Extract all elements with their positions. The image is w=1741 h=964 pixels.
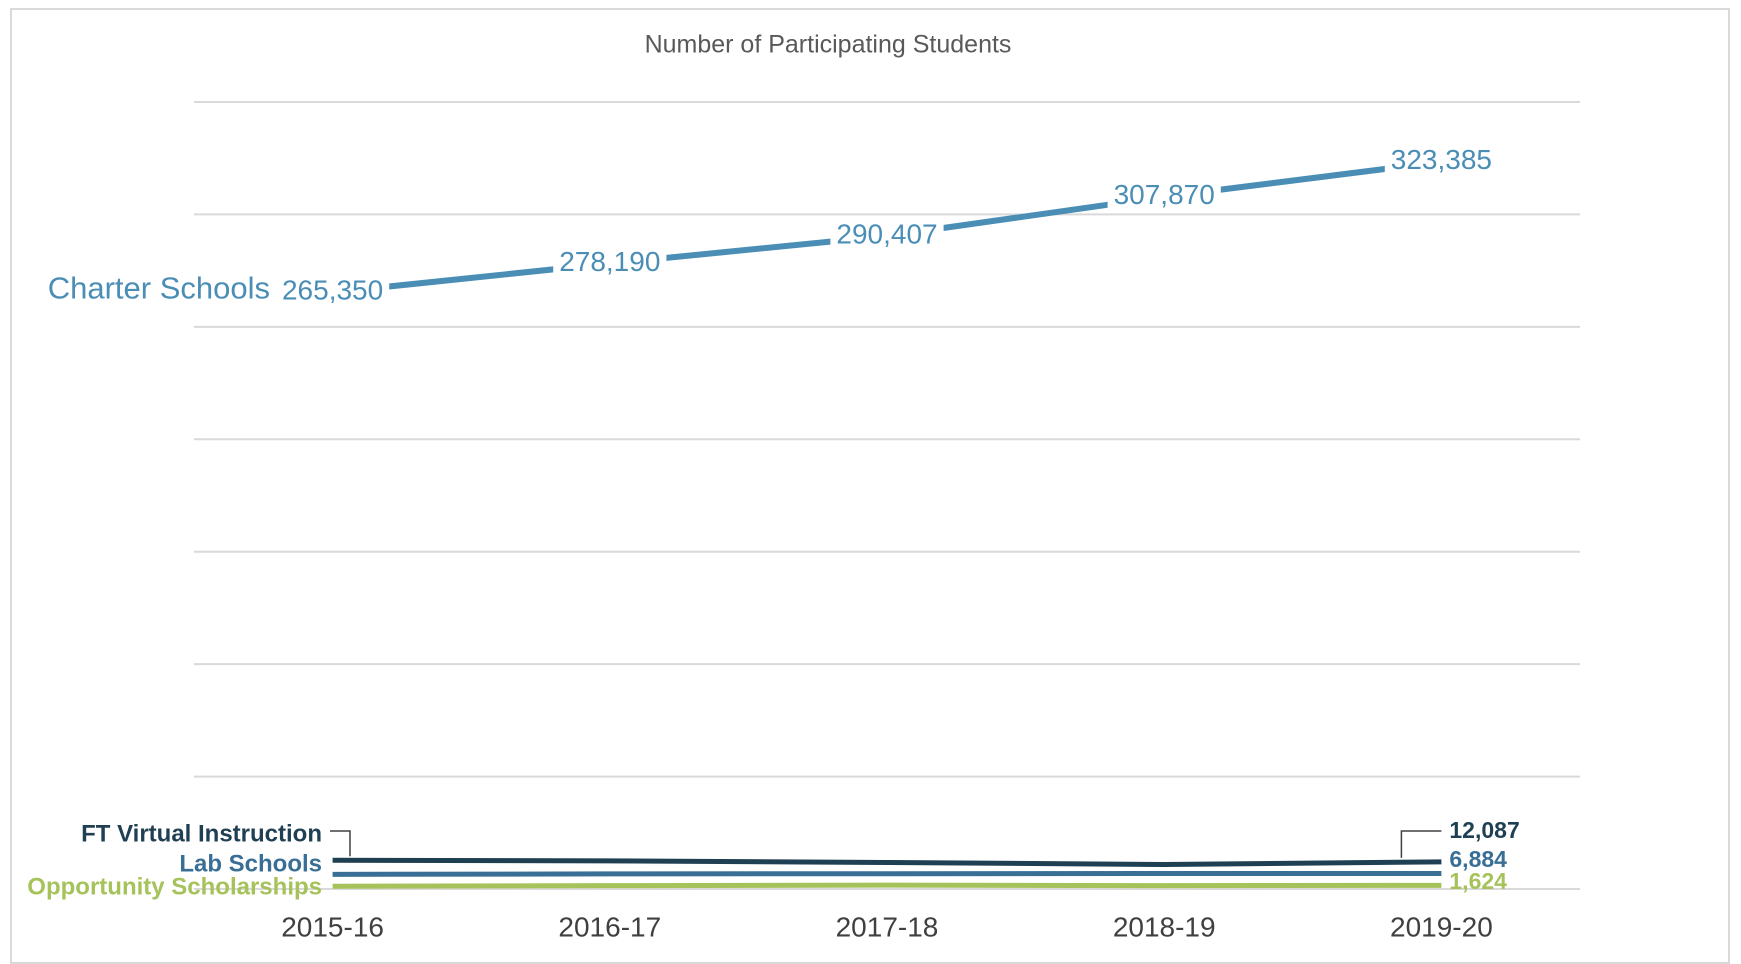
- data-label: 6,884: [1449, 846, 1507, 872]
- label-background: [275, 272, 390, 308]
- series-line: [332, 870, 1442, 877]
- x-tick-label: 2019-20: [1390, 911, 1493, 942]
- label-background: [1384, 142, 1499, 178]
- chart-title: Number of Participating Students: [645, 31, 1012, 59]
- data-label: 278,190: [559, 246, 660, 277]
- data-label: 323,385: [1391, 144, 1492, 175]
- data-label: 1,624: [1449, 868, 1507, 894]
- x-tick-label: 2018-19: [1113, 911, 1216, 942]
- series-name: Opportunity Scholarships: [27, 873, 322, 900]
- x-tick-label: 2016-17: [558, 911, 661, 942]
- leader-line: [1400, 830, 1442, 858]
- series-name: FT Virtual Instruction: [81, 820, 322, 847]
- label-background: [1107, 177, 1221, 213]
- series-line: [332, 857, 1442, 867]
- data-label: 265,350: [282, 275, 383, 306]
- label-background: [553, 243, 667, 279]
- x-tick-label: 2017-18: [836, 911, 939, 942]
- leader-line: [330, 830, 351, 857]
- data-label: 307,870: [1114, 179, 1215, 210]
- series-name: Lab Schools: [179, 850, 322, 877]
- x-tick-label: 2015-16: [281, 911, 384, 942]
- data-label: 12,087: [1449, 817, 1519, 843]
- data-label: 290,407: [836, 218, 937, 249]
- series-line: [332, 882, 1442, 889]
- label-background: [830, 216, 944, 252]
- series-name: Charter Schools: [48, 271, 270, 306]
- chart-frame: [10, 8, 1730, 964]
